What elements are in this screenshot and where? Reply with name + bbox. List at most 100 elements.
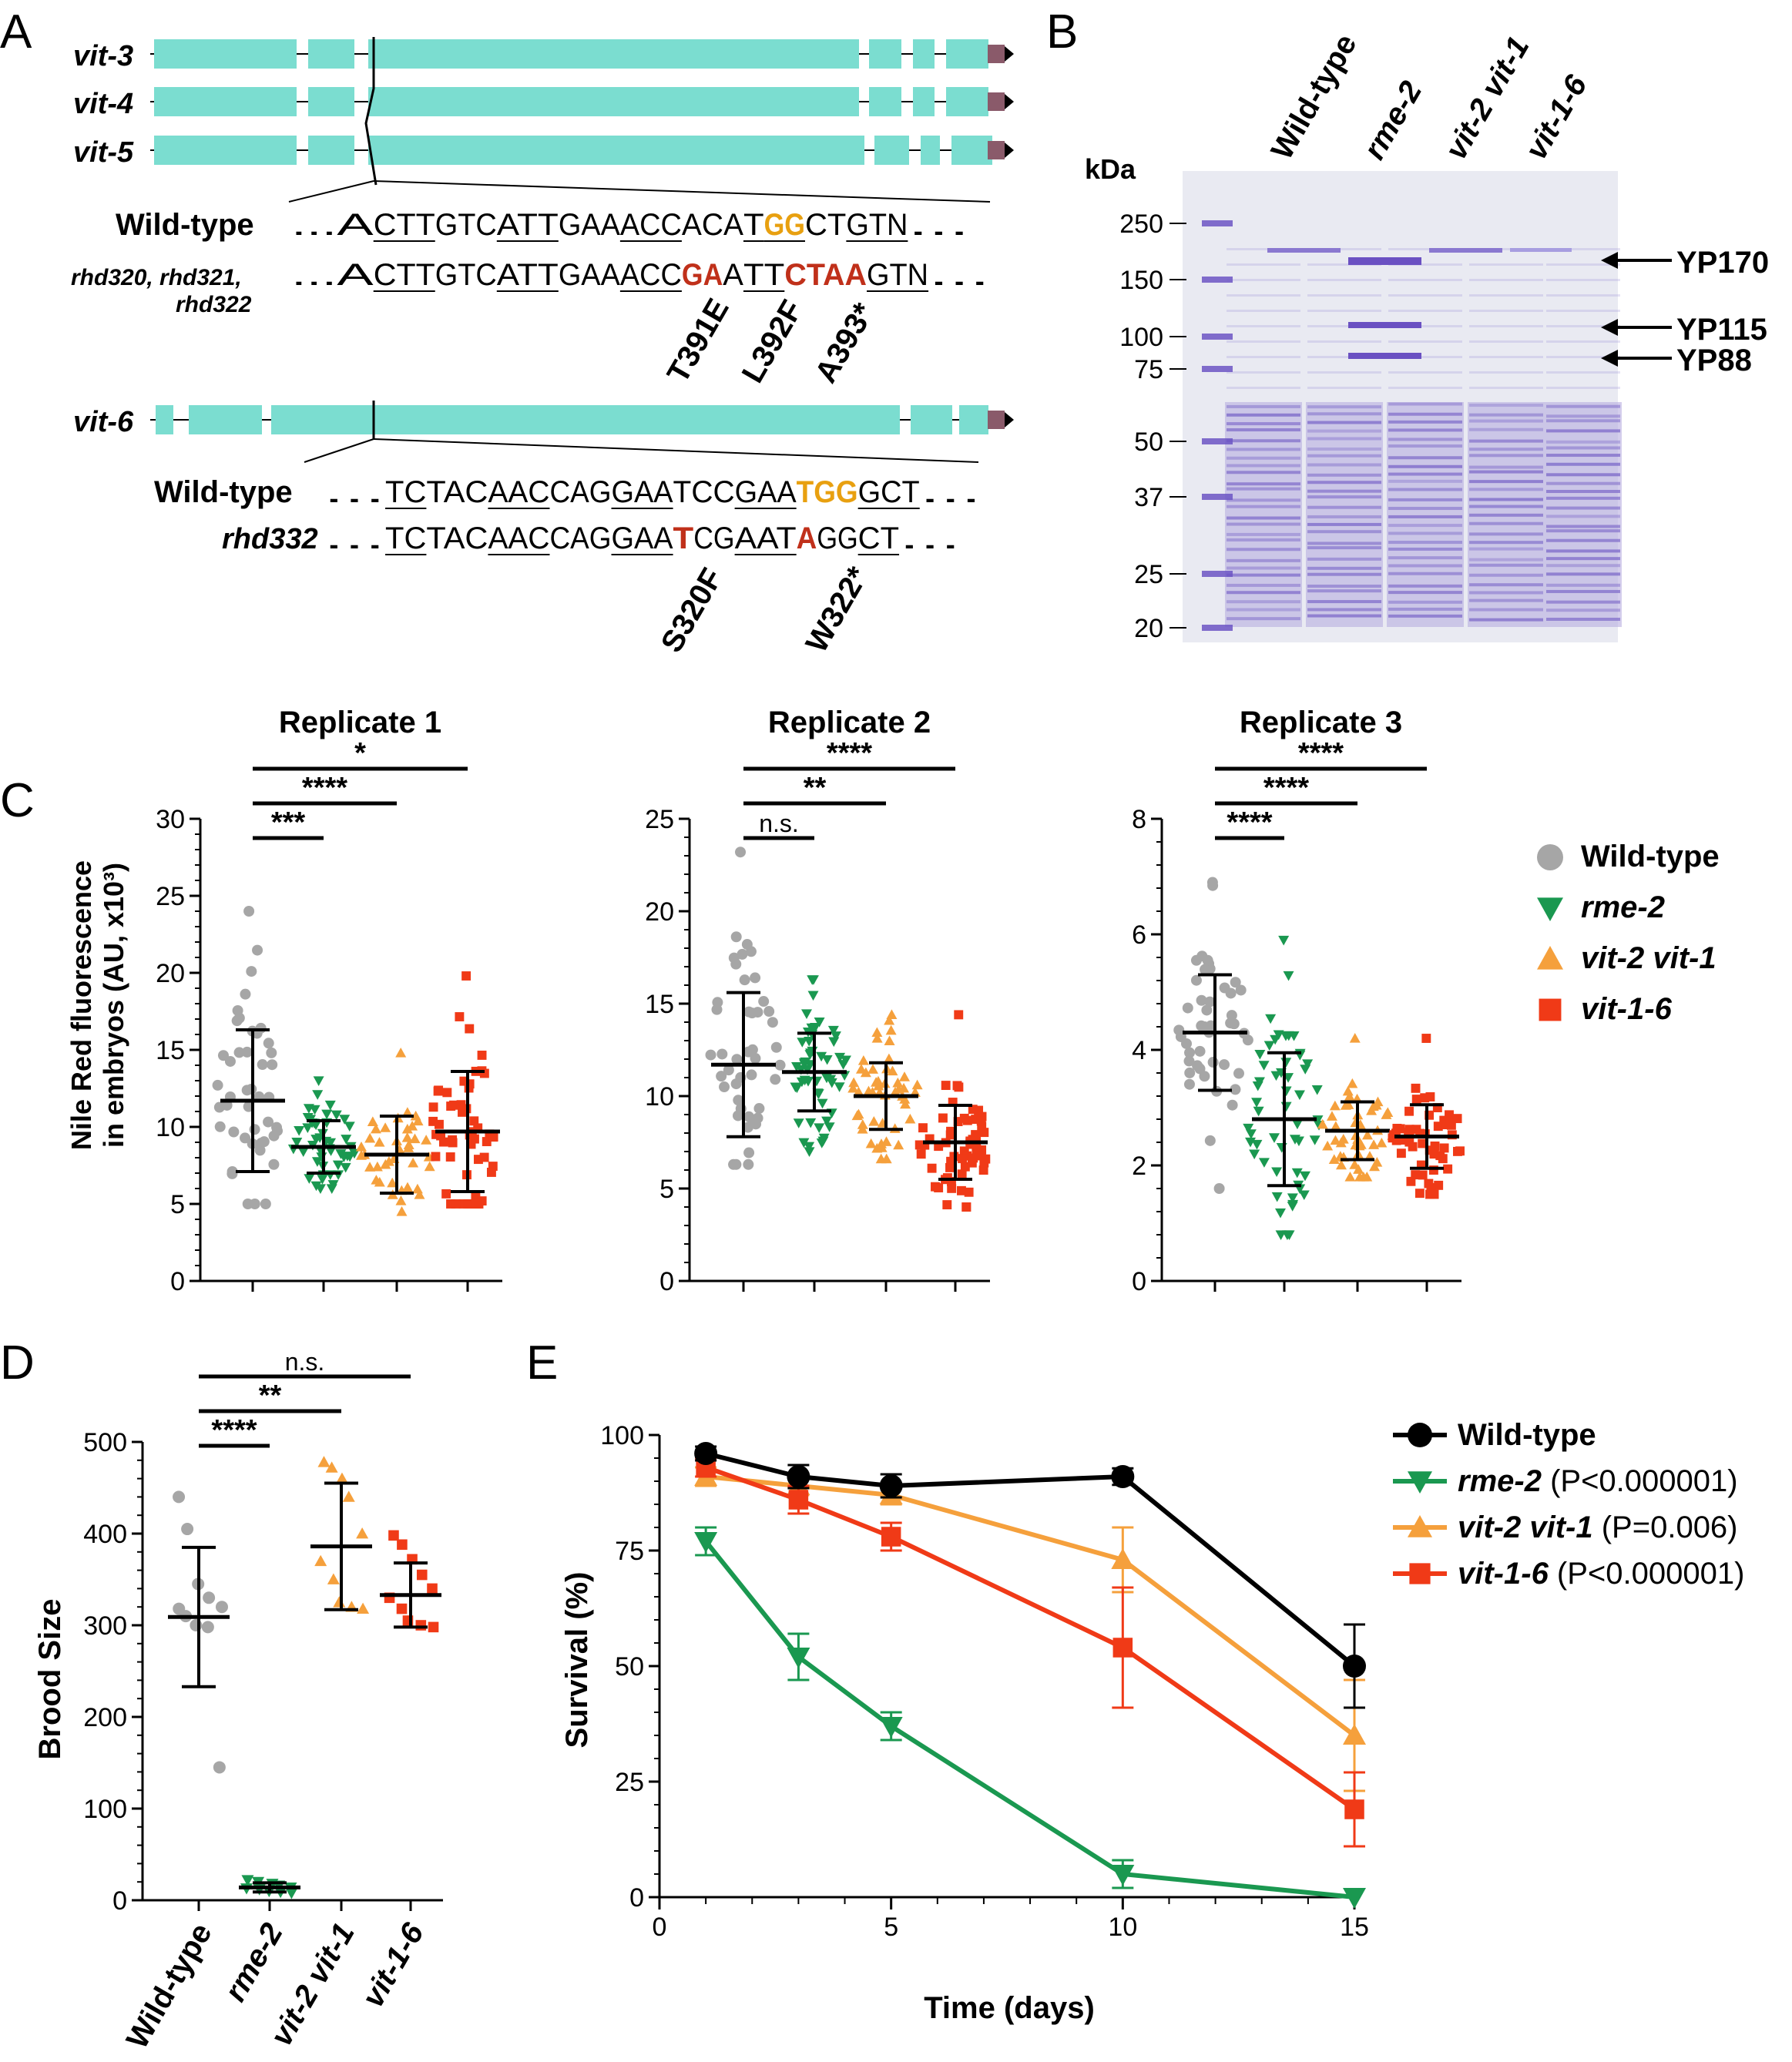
data-point — [961, 1202, 972, 1212]
significance-label: ** — [804, 772, 827, 804]
significance-label: **** — [211, 1414, 257, 1447]
data-point — [1396, 1148, 1406, 1158]
data-point — [1408, 1142, 1418, 1152]
data-point — [914, 1140, 925, 1150]
panel-e-ylabel: Survival (%) — [560, 1572, 594, 1749]
protein-band — [1388, 279, 1462, 281]
legend-label: rme-2 — [1581, 890, 1665, 924]
data-point — [424, 1161, 435, 1172]
data-point — [380, 1122, 391, 1132]
survival-point — [787, 1465, 810, 1488]
data-point — [847, 1082, 859, 1093]
significance-label: n.s. — [759, 810, 799, 837]
data-point — [1404, 1130, 1414, 1139]
protein-band — [1546, 263, 1620, 266]
data-point — [348, 1148, 360, 1159]
protein-band — [1388, 614, 1462, 618]
data-point — [1199, 1021, 1210, 1033]
survival-point — [1344, 1799, 1364, 1819]
protein-band — [1227, 356, 1300, 358]
data-point — [763, 1006, 775, 1018]
data-point — [1173, 1024, 1185, 1036]
data-point — [1263, 1041, 1275, 1051]
data-point — [465, 1024, 475, 1034]
replicate-title: Replicate 1 — [279, 706, 441, 739]
data-point — [321, 1109, 333, 1120]
data-point — [1233, 1068, 1244, 1079]
data-point — [471, 1199, 482, 1209]
data-point — [1420, 1093, 1430, 1103]
protein-band — [1307, 421, 1381, 424]
data-point — [314, 1554, 327, 1567]
protein-band — [1469, 558, 1543, 562]
x-tick-label: Wild-type — [120, 1918, 219, 2055]
ladder-band — [1202, 366, 1233, 372]
data-point — [1429, 1189, 1439, 1199]
data-point — [1425, 1110, 1435, 1120]
data-point — [407, 1121, 418, 1131]
vit4-arrow-head — [1005, 94, 1014, 109]
y-tick-label: 500 — [83, 1428, 127, 1457]
protein-band — [1388, 507, 1462, 511]
seq2-wt-label: Wild-type — [154, 475, 293, 509]
data-point — [240, 988, 251, 1000]
protein-band — [1469, 340, 1543, 343]
data-point — [1254, 1049, 1266, 1060]
protein-band — [1469, 521, 1543, 525]
data-point — [1347, 1078, 1358, 1088]
gene-label-vit3: vit-3 — [73, 40, 133, 72]
y-tick-label: 15 — [645, 990, 674, 1019]
protein-band — [1307, 473, 1381, 477]
data-point — [482, 1137, 492, 1147]
protein-band — [1388, 310, 1462, 312]
data-point — [396, 1206, 408, 1216]
data-point — [1366, 1105, 1378, 1115]
data-point — [1280, 1058, 1292, 1068]
data-point — [828, 1037, 840, 1048]
protein-band — [1469, 427, 1543, 431]
significance-label: *** — [271, 806, 306, 839]
data-point — [1335, 1137, 1347, 1148]
protein-band — [1546, 538, 1620, 542]
y-tick-label: 0 — [170, 1267, 185, 1296]
data-point — [260, 1199, 271, 1209]
protein-band — [1307, 546, 1381, 550]
data-point — [798, 1138, 810, 1148]
arrow-label-yp170: YP170 — [1676, 246, 1769, 280]
protein-band — [1388, 600, 1462, 604]
seq-chunk: ...A — [291, 258, 374, 292]
marker-label: 150 — [1119, 266, 1163, 295]
survival-point — [879, 1717, 903, 1738]
protein-band — [1388, 294, 1462, 297]
data-point — [942, 1200, 952, 1210]
legend-label: vit-1-6 — [1581, 992, 1673, 1026]
data-point — [1204, 1135, 1216, 1146]
data-point — [953, 1117, 963, 1127]
seq1-mut-label-2: rhd322 — [176, 292, 252, 317]
vit3-arrow-head — [1005, 46, 1014, 62]
data-point — [1280, 1086, 1292, 1097]
data-point — [797, 1038, 808, 1048]
data-point — [1194, 1045, 1206, 1057]
data-point — [340, 1162, 351, 1173]
band-yp88-rme2 — [1348, 353, 1421, 359]
data-point — [416, 1569, 428, 1581]
data-point — [868, 1116, 880, 1126]
data-point — [302, 1123, 314, 1133]
y-tick-label: 50 — [615, 1652, 644, 1681]
protein-band — [1307, 412, 1381, 416]
arrow-head — [1601, 319, 1618, 336]
data-point — [1219, 1059, 1230, 1071]
survival-line — [703, 1540, 1355, 1899]
data-point — [1245, 1129, 1257, 1139]
data-point — [408, 1157, 419, 1168]
data-point — [181, 1523, 194, 1536]
data-point — [446, 1101, 456, 1111]
data-point — [1268, 1133, 1280, 1143]
data-point — [805, 1118, 817, 1128]
protein-band — [1227, 600, 1300, 604]
survival-point — [879, 1474, 903, 1497]
data-point — [723, 1065, 734, 1076]
seq-chunk: TAC — [426, 521, 488, 555]
